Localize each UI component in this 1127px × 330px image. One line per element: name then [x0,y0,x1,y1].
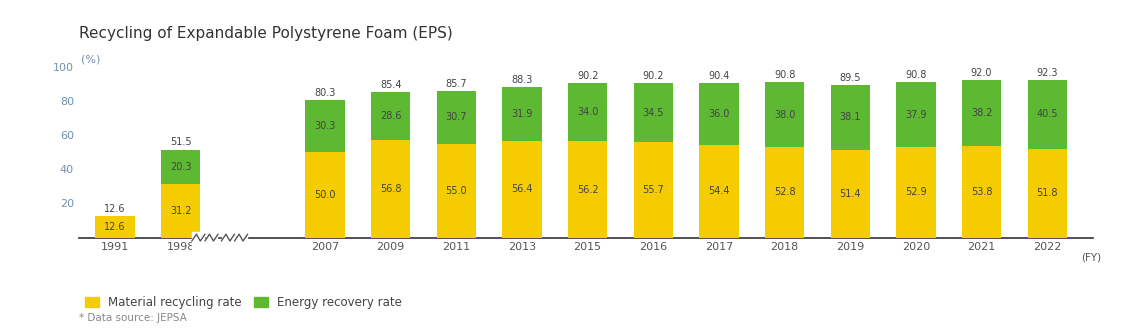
Text: 38.0: 38.0 [774,110,796,120]
Text: 54.4: 54.4 [708,186,729,196]
Text: 31.9: 31.9 [512,109,533,119]
Bar [436,144,476,238]
Bar [765,147,805,238]
Bar [765,82,805,147]
Bar [633,142,673,238]
Text: * Data source: JEPSA: * Data source: JEPSA [79,314,187,323]
Text: 36.0: 36.0 [708,109,729,119]
Text: 31.2: 31.2 [170,206,192,216]
Text: 34.0: 34.0 [577,108,598,117]
Bar [896,147,935,238]
Text: 50.0: 50.0 [314,190,336,200]
Text: 56.2: 56.2 [577,184,598,195]
Bar [1028,149,1067,238]
Bar [236,232,247,249]
Text: 56.8: 56.8 [380,184,401,194]
Text: 37.9: 37.9 [905,110,926,120]
Bar [896,82,935,147]
Text: 30.3: 30.3 [314,121,336,131]
Text: 92.0: 92.0 [970,68,993,78]
Text: 85.4: 85.4 [380,80,401,89]
Text: 80.3: 80.3 [314,88,336,98]
Text: 52.9: 52.9 [905,187,926,197]
Bar [699,83,738,145]
Text: 34.5: 34.5 [642,108,664,118]
Text: 92.3: 92.3 [1037,68,1058,78]
Bar [161,149,201,184]
Text: 55.7: 55.7 [642,185,664,195]
Text: 90.2: 90.2 [577,71,598,81]
Bar [568,142,607,238]
Bar [436,91,476,144]
Bar [222,232,233,249]
Bar [633,83,673,142]
Bar [699,145,738,238]
Bar [193,232,204,249]
Text: 30.7: 30.7 [445,112,467,122]
Text: 51.5: 51.5 [170,138,192,148]
Bar [161,184,201,238]
Text: 90.4: 90.4 [708,71,729,81]
Text: (%): (%) [81,55,100,65]
Text: 52.8: 52.8 [774,187,796,197]
Bar [503,141,542,238]
Text: 90.8: 90.8 [774,70,796,80]
Bar [568,83,607,142]
Text: 55.0: 55.0 [445,185,468,196]
Text: 90.8: 90.8 [905,70,926,80]
Legend: Material recycling rate, Energy recovery rate: Material recycling rate, Energy recovery… [85,296,402,309]
Text: 89.5: 89.5 [840,73,861,82]
Text: 88.3: 88.3 [512,75,533,84]
Bar [305,152,345,238]
Text: 38.2: 38.2 [970,108,993,118]
Text: (FY): (FY) [1082,253,1101,263]
Text: 40.5: 40.5 [1037,109,1058,119]
Bar [961,146,1001,238]
Bar [831,84,870,150]
Text: 12.6: 12.6 [105,204,126,214]
Bar [305,100,345,152]
Bar [961,80,1001,146]
Bar [1028,80,1067,149]
Text: 38.1: 38.1 [840,112,861,122]
Text: 28.6: 28.6 [380,111,401,121]
Text: Recycling of Expandable Polystyrene Foam (EPS): Recycling of Expandable Polystyrene Foam… [79,26,453,41]
Bar [831,150,870,238]
Bar [205,232,218,249]
Text: 51.8: 51.8 [1037,188,1058,198]
Text: 20.3: 20.3 [170,162,192,172]
Bar [371,91,410,141]
Bar [503,86,542,141]
Text: 85.7: 85.7 [445,79,468,89]
Text: 12.6: 12.6 [105,222,126,232]
Bar [96,216,135,238]
Text: 53.8: 53.8 [970,186,993,197]
Text: 90.2: 90.2 [642,71,664,81]
Bar [371,141,410,238]
Text: 56.4: 56.4 [512,184,533,194]
Text: 51.4: 51.4 [840,189,861,199]
